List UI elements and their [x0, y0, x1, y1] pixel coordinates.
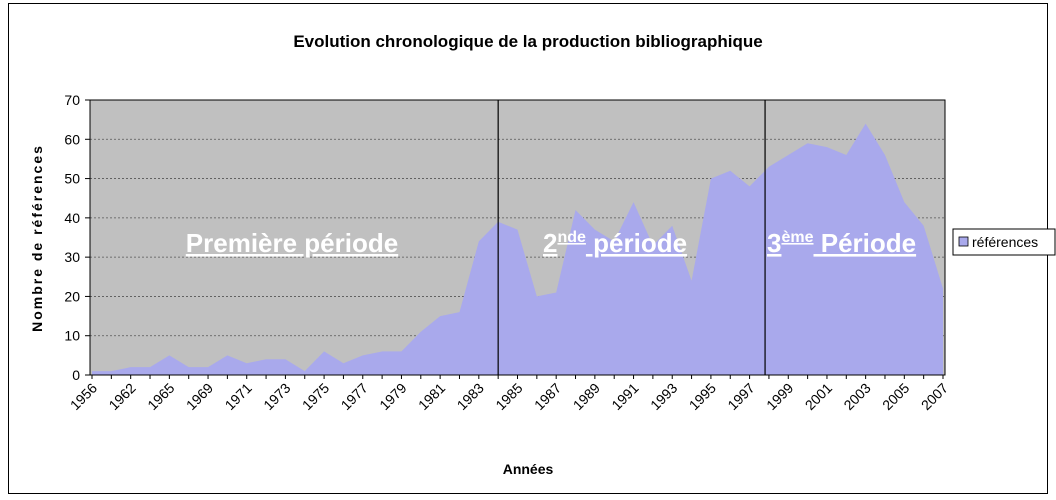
annotation-sup: ème: [781, 229, 813, 246]
annotation-rest: Période: [814, 228, 917, 258]
x-axis-label: Années: [503, 461, 554, 477]
annotation: Première période: [186, 228, 398, 258]
y-tick-label: 10: [64, 328, 80, 344]
chart-title: Evolution chronologique de la production…: [293, 32, 762, 51]
y-tick-label: 30: [64, 249, 80, 265]
annotation: 2nde période: [543, 228, 687, 258]
annotation-rest: période: [586, 228, 687, 258]
legend-label: références: [972, 234, 1038, 250]
legend-box: [952, 228, 1056, 256]
annotation: 3ème Période: [767, 228, 916, 258]
y-tick-label: 0: [72, 367, 80, 383]
y-tick-label: 60: [64, 131, 80, 147]
y-tick-label: 20: [64, 288, 80, 304]
y-tick-label: 40: [64, 210, 80, 226]
y-tick-label: 50: [64, 171, 80, 187]
y-axis-label: Nombre de références: [29, 144, 45, 332]
annotation-sup: nde: [557, 229, 586, 246]
y-tick-label: 70: [64, 92, 80, 108]
area: [92, 123, 943, 375]
annotation-base: 3: [767, 228, 781, 258]
legend-swatch: [958, 236, 969, 247]
annotation-base: 2: [543, 228, 557, 258]
